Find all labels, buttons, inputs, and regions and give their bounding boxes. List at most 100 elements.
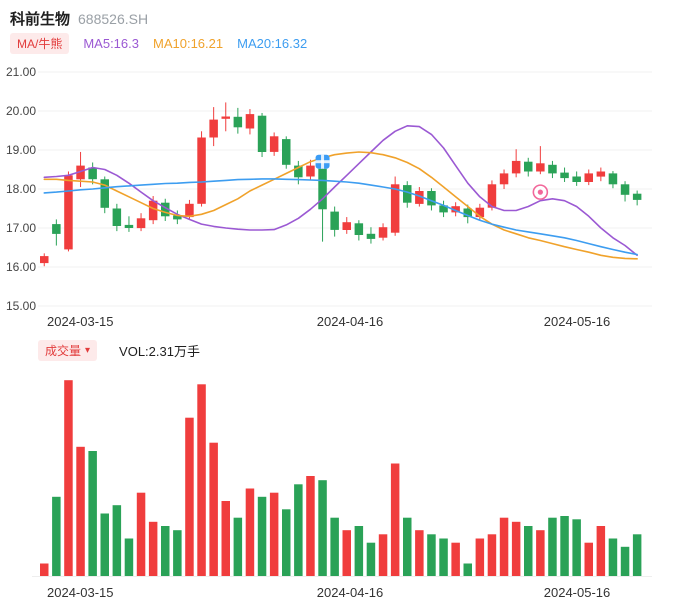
volume-bar <box>185 417 194 576</box>
ma10-label: MA10:16.21 <box>153 36 224 51</box>
volume-chart[interactable] <box>0 366 686 581</box>
candle-body <box>76 165 85 180</box>
volume-bar <box>524 526 533 576</box>
candle-body <box>64 175 73 250</box>
y-axis-label: 16.00 <box>6 260 36 274</box>
volume-value: VOL:2.31万手 <box>119 344 200 359</box>
candle-body <box>475 207 485 218</box>
volume-bar <box>318 480 327 576</box>
volume-bar <box>620 546 630 576</box>
y-axis-label: 15.00 <box>6 299 36 312</box>
volume-bar <box>415 530 424 576</box>
volume-bar <box>451 542 460 576</box>
volume-bar <box>596 526 606 576</box>
candle-body <box>318 168 327 210</box>
candle-body <box>197 137 206 204</box>
main-chart-x-axis: 2024-03-15 2024-04-16 2024-05-16 <box>0 314 686 330</box>
volume-bar <box>354 526 364 576</box>
candle-body <box>330 211 339 230</box>
volume-bar <box>439 538 448 576</box>
volume-bar <box>427 534 436 576</box>
candle-body <box>596 171 606 177</box>
candle-body <box>354 223 364 235</box>
candle-body <box>233 116 243 128</box>
candle-body <box>572 176 581 182</box>
candle-body <box>209 119 218 138</box>
ma20-label: MA20:16.32 <box>237 36 308 51</box>
candle-body <box>161 202 170 217</box>
volume-bar <box>52 496 61 576</box>
y-axis-label: 18.00 <box>6 182 36 196</box>
volume-bar <box>632 534 642 576</box>
candle-body <box>548 164 557 174</box>
x-axis-label: 2024-04-16 <box>316 585 384 600</box>
ma-legend: MA/牛熊 MA5:16.3 MA10:16.21 MA20:16.32 <box>10 33 307 54</box>
volume-bar <box>499 517 509 576</box>
stock-code: 688526.SH <box>78 11 149 27</box>
volume-bar <box>294 484 303 576</box>
volume-bar <box>342 530 351 576</box>
volume-bar <box>487 534 497 576</box>
volume-bar <box>548 517 557 576</box>
volume-bar <box>306 476 315 576</box>
volume-bar <box>100 513 109 576</box>
volume-indicator-label: 成交量 <box>45 344 82 358</box>
event-marker-blue-detail <box>321 154 325 169</box>
candle-body <box>463 208 472 218</box>
volume-bar <box>330 517 339 576</box>
y-axis-label: 20.00 <box>6 104 36 118</box>
volume-bar <box>221 501 230 576</box>
volume-bar <box>209 442 218 576</box>
indicator-selector-badge[interactable]: MA/牛熊 <box>10 33 70 54</box>
volume-bar <box>40 563 49 576</box>
volume-bar <box>257 496 267 576</box>
candle-body <box>584 173 593 182</box>
volume-bar <box>112 505 122 576</box>
candle-body <box>221 116 230 119</box>
volume-bar <box>403 517 412 576</box>
candle-body <box>536 163 545 172</box>
volume-bar <box>76 446 85 576</box>
candle-body <box>390 184 400 233</box>
y-axis-label: 17.00 <box>6 221 36 235</box>
candle-body <box>269 136 279 152</box>
candle-body <box>185 203 194 218</box>
volume-bar <box>173 530 182 576</box>
x-axis-label: 2024-05-16 <box>543 314 611 329</box>
volume-bar <box>161 526 170 576</box>
candle-body <box>560 172 569 179</box>
candle-body <box>415 191 424 204</box>
volume-bar <box>390 463 400 576</box>
volume-bar <box>584 542 593 576</box>
volume-bar <box>148 521 158 576</box>
candle-body <box>378 227 388 238</box>
volume-bar <box>269 492 279 576</box>
candle-body <box>40 256 49 264</box>
volume-bar <box>124 538 134 576</box>
candle-body <box>306 165 315 177</box>
volume-bar <box>64 380 73 576</box>
volume-bar <box>536 530 545 576</box>
candle-body <box>124 224 134 228</box>
candlestick-chart[interactable]: 21.00 20.00 19.00 18.00 17.00 16.00 15.00 <box>0 60 686 312</box>
y-axis-label: 19.00 <box>6 143 36 157</box>
candle-body <box>294 165 303 178</box>
ma-line-ma10 <box>43 151 638 260</box>
volume-indicator-dropdown[interactable]: 成交量 ▾ <box>38 340 98 361</box>
stock-name: 科前生物 <box>10 11 71 28</box>
candle-body <box>282 139 291 165</box>
event-marker-pink-detail <box>537 189 543 195</box>
x-axis-label: 2024-05-16 <box>543 585 611 600</box>
candle-body <box>511 160 521 174</box>
volume-bar <box>197 384 206 576</box>
volume-chart-x-axis: 2024-03-15 2024-04-16 2024-05-16 <box>0 585 686 601</box>
volume-bar <box>233 517 243 576</box>
volume-bar <box>136 492 146 576</box>
ma5-label: MA5:16.3 <box>83 36 139 51</box>
candle-body <box>439 205 448 213</box>
candle-body <box>366 233 376 239</box>
volume-bar <box>378 534 388 576</box>
candle-body <box>52 224 61 234</box>
candle-body <box>100 179 109 208</box>
